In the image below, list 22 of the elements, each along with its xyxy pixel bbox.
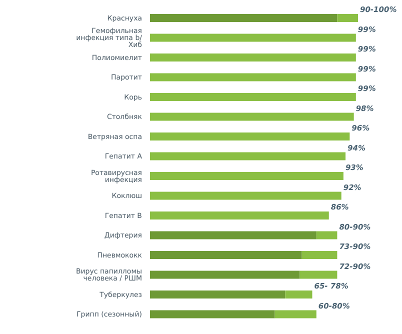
bar [150,290,286,298]
bar [150,152,346,160]
bar [150,231,316,240]
bar [150,310,275,318]
bar [285,290,312,298]
bar [150,34,356,42]
bar [150,251,302,259]
bar [302,251,338,259]
bar [150,212,329,220]
bar [316,231,338,240]
bar [150,112,354,121]
bar [150,172,344,180]
bar [337,14,358,22]
bar [300,270,338,279]
bar [274,310,316,318]
bar [150,270,300,279]
bar [150,132,350,140]
bar [150,93,356,101]
bar [150,73,356,82]
bar [150,54,356,62]
bar [150,192,342,200]
bar [150,14,338,22]
